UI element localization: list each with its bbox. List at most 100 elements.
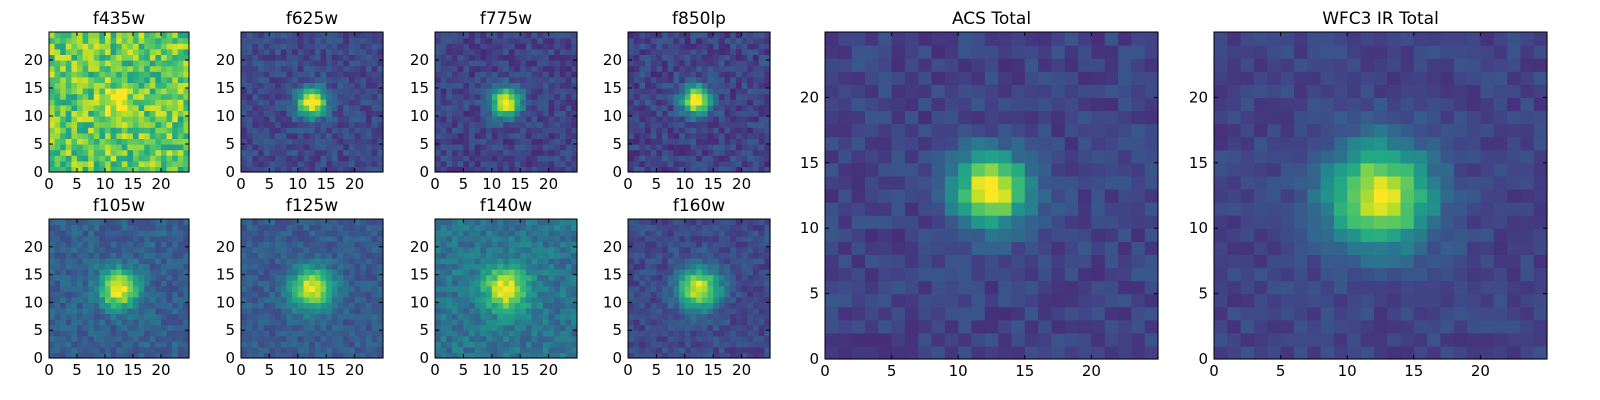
heatmap-cell: [457, 43, 464, 50]
heatmap-cell: [452, 71, 459, 78]
heatmap-cell: [639, 324, 646, 331]
heatmap-cell: [673, 149, 680, 156]
heatmap-cell: [690, 76, 697, 83]
heatmap-cell: [679, 82, 686, 89]
x-tick-label: 5: [72, 175, 82, 193]
heatmap-cell: [127, 246, 134, 253]
heatmap-cell: [320, 93, 327, 100]
heatmap-cell: [303, 285, 310, 292]
x-tick-label: 20: [345, 175, 364, 193]
heatmap-cell: [303, 346, 310, 354]
heatmap-cell: [440, 48, 447, 55]
heatmap-cell: [758, 335, 765, 342]
heatmap-cell: [554, 246, 561, 253]
heatmap-cell: [172, 352, 179, 359]
heatmap-cell: [457, 246, 464, 253]
heatmap-cell: [326, 224, 333, 231]
heatmap-cell: [457, 324, 464, 331]
heatmap-cell: [252, 263, 259, 270]
heatmap-cell: [440, 263, 447, 270]
heatmap-cell: [741, 144, 748, 151]
heatmap-cell: [337, 104, 344, 111]
heatmap-cell: [531, 352, 538, 359]
heatmap-cell: [667, 346, 675, 354]
heatmap-cell: [497, 60, 504, 67]
heatmap-cell: [713, 144, 720, 151]
heatmap-cell: [263, 241, 270, 248]
heatmap-cell: [452, 43, 459, 50]
heatmap-cell: [735, 307, 743, 315]
heatmap-cell: [149, 104, 156, 111]
heatmap-cell: [440, 257, 447, 265]
axes-frame: [434, 218, 578, 359]
heatmap-cell: [127, 341, 134, 348]
heatmap-cell: [246, 285, 253, 292]
heatmap-cell: [60, 65, 67, 72]
heatmap-cell: [309, 88, 316, 95]
heatmap-cell: [497, 319, 504, 326]
heatmap-cell: [730, 291, 737, 298]
heatmap-cell: [133, 352, 140, 359]
heatmap-cell: [116, 32, 123, 39]
heatmap-cell: [269, 291, 276, 298]
heatmap-cell: [656, 330, 663, 337]
heatmap-cell: [149, 341, 156, 348]
heatmap-cell: [741, 104, 748, 111]
heatmap-cell: [320, 252, 327, 259]
heatmap-cell: [343, 252, 350, 259]
heatmap-cell: [88, 335, 95, 342]
heatmap-cell: [133, 307, 140, 315]
heatmap-cell: [457, 319, 464, 326]
heatmap-cell: [486, 144, 493, 151]
heatmap-cell: [99, 335, 106, 342]
heatmap-cell: [275, 32, 282, 39]
heatmap-cell: [514, 116, 521, 123]
heatmap-cell: [724, 138, 731, 145]
heatmap-cell: [116, 257, 123, 265]
heatmap-cell: [554, 230, 561, 237]
heatmap-cell: [241, 132, 248, 139]
heatmap-cell: [497, 48, 504, 55]
heatmap-cell: [690, 54, 697, 61]
heatmap-cell: [292, 32, 299, 39]
heatmap-cell: [741, 76, 748, 83]
heatmap-cell: [275, 313, 282, 320]
heatmap-cell: [241, 235, 248, 242]
heatmap-cell: [440, 127, 447, 134]
heatmap-cell: [650, 88, 657, 95]
heatmap-cell: [474, 280, 482, 287]
heatmap-cell: [144, 116, 151, 123]
heatmap-cell: [77, 132, 84, 139]
heatmap-cell: [252, 346, 259, 354]
heatmap-cell: [93, 48, 100, 55]
heatmap-cell: [548, 246, 555, 253]
heatmap-cell: [155, 71, 162, 78]
heatmap-cell: [326, 32, 333, 39]
heatmap-cell: [166, 132, 173, 139]
heatmap-cell: [303, 116, 310, 123]
heatmap-cell: [656, 160, 663, 167]
heatmap-cell: [440, 110, 447, 117]
heatmap-cell: [263, 280, 270, 287]
heatmap-cell: [93, 155, 100, 162]
heatmap-cell: [258, 71, 265, 78]
heatmap-cell: [684, 121, 692, 128]
heatmap-cell: [377, 138, 384, 145]
heatmap-cell: [88, 257, 95, 265]
heatmap-cell: [71, 246, 78, 253]
heatmap-cell: [343, 166, 350, 173]
heatmap-cell: [724, 155, 731, 162]
heatmap-cell: [571, 65, 578, 72]
heatmap-cell: [360, 65, 367, 72]
heatmap-cell: [525, 132, 533, 139]
heatmap-cell: [314, 121, 322, 128]
heatmap-cell: [525, 241, 533, 248]
heatmap-cell: [269, 302, 276, 309]
heatmap-cell: [149, 110, 156, 117]
heatmap-cell: [684, 166, 692, 173]
heatmap-cell: [696, 132, 703, 139]
heatmap-cell: [337, 330, 344, 337]
heatmap-cell: [166, 313, 173, 320]
heatmap-cell: [508, 263, 516, 270]
heatmap-cell: [286, 166, 293, 173]
